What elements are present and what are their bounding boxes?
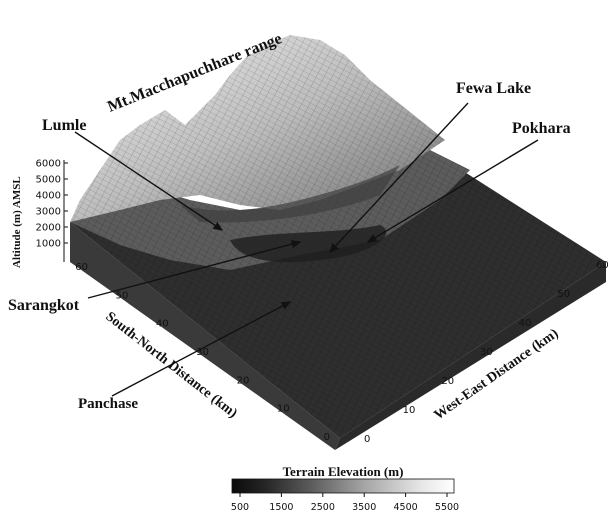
colorbar-tick: 500 (231, 502, 249, 513)
altitude-tick: 6000 (36, 159, 61, 170)
south-north-tick: 50 (116, 290, 129, 301)
annotation-arrows (74, 102, 539, 397)
south-north-tick: 30 (196, 347, 209, 358)
colorbar-tick: 2500 (311, 502, 335, 513)
colorbar-tick: 5500 (435, 502, 459, 513)
arrow-lumle (74, 131, 224, 231)
altitude-axis: 6000 5000 4000 3000 2000 1000 Altitude (m) AM… (11, 159, 68, 268)
colorbar-title: Terrain Elevation (m) (283, 464, 404, 479)
terrain-side-south (70, 222, 340, 450)
label-fewa-lake: Fewa Lake (456, 80, 531, 97)
arrow-panchase (111, 301, 292, 397)
colorbar-tick: 3500 (352, 502, 376, 513)
label-panchase: Panchase (78, 396, 138, 412)
altitude-tick: 2000 (36, 223, 61, 234)
colorbar: Terrain Elevation (m) 500 1500 2500 3500 450… (231, 464, 459, 513)
west-east-tick: 20 (441, 376, 454, 387)
west-east-tick: 60 (596, 260, 609, 271)
south-north-tick: 40 (156, 319, 169, 330)
west-east-tick: 40 (519, 318, 532, 329)
south-north-tick: 60 (75, 262, 88, 273)
label-pokhara: Pokhara (512, 120, 571, 137)
arrow-sarangkot (87, 240, 302, 299)
altitude-tick: 1000 (36, 239, 61, 250)
colorbar-tick: 1500 (269, 502, 293, 513)
south-north-tick: 10 (277, 404, 290, 415)
west-east-tick: 50 (557, 289, 570, 300)
arrow-pokhara (366, 139, 539, 243)
colorbar-tick: 4500 (394, 502, 418, 513)
west-east-tick: 0 (364, 434, 370, 445)
label-lumle: Lumle (42, 117, 86, 134)
terrain-side-east (335, 262, 606, 450)
altitude-tick: 3000 (36, 207, 61, 218)
altitude-tick: 5000 (36, 175, 61, 186)
label-sarangkot: Sarangkot (8, 297, 80, 314)
colorbar-ramp (231, 478, 455, 494)
west-east-tick: 10 (403, 405, 416, 416)
south-north-tick: 0 (324, 432, 330, 443)
south-north-tick: 20 (237, 375, 250, 386)
altitude-tick: 4000 (36, 191, 61, 202)
arrow-fewa-lake (329, 102, 469, 254)
west-east-tick: 30 (480, 347, 493, 358)
altitude-axis-label: Altitude (m) AMSL (11, 176, 23, 268)
